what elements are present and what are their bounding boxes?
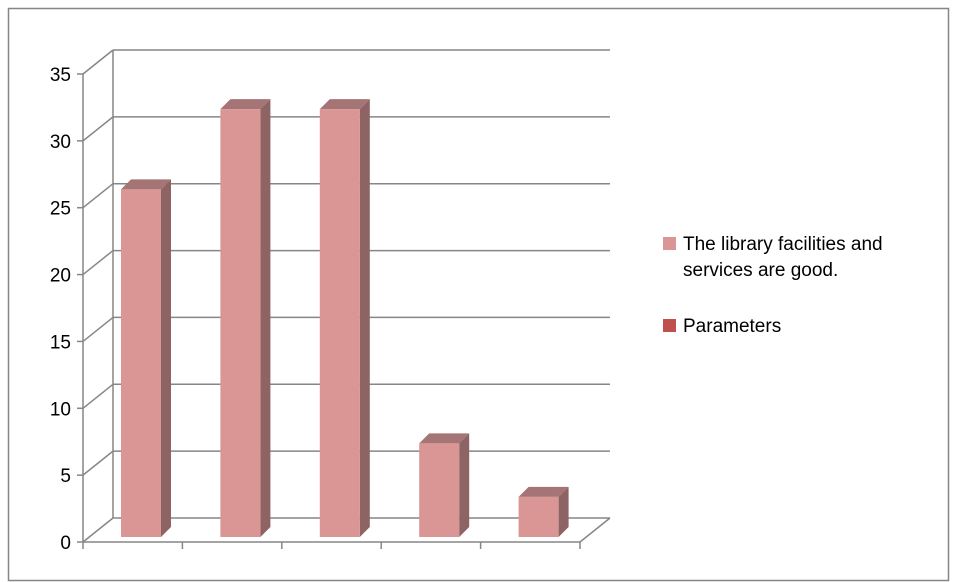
legend: The library facilities and services are g… bbox=[663, 234, 883, 337]
gridline-depth bbox=[82, 116, 114, 142]
bar-front-face bbox=[419, 443, 460, 537]
gridline-depth bbox=[82, 249, 114, 276]
floor-right-edge bbox=[579, 517, 611, 543]
y-tick-label: 5 bbox=[60, 466, 71, 487]
bar-top-face bbox=[319, 99, 370, 110]
bar-side-face bbox=[459, 433, 470, 537]
gridline-depth bbox=[82, 49, 114, 75]
bar bbox=[319, 99, 370, 537]
bar bbox=[121, 179, 171, 538]
legend-swatch bbox=[663, 319, 676, 332]
bar-front-face bbox=[319, 109, 360, 537]
legend-label: The library facilities and services are g… bbox=[683, 234, 883, 281]
gridline-depth bbox=[82, 183, 114, 209]
bar-top-face bbox=[518, 486, 569, 497]
gridline-depth bbox=[82, 450, 114, 476]
y-tick-label: 20 bbox=[50, 266, 71, 287]
y-tick-label: 15 bbox=[50, 332, 71, 353]
legend-swatch bbox=[663, 237, 676, 250]
y-tick-label: 30 bbox=[50, 132, 71, 153]
bar-front-face bbox=[220, 109, 261, 537]
bar-top-face bbox=[220, 99, 271, 110]
floor-left-edge bbox=[82, 517, 114, 543]
legend-label: Parameters bbox=[683, 316, 781, 337]
bar bbox=[419, 433, 470, 537]
bar-side-face bbox=[260, 99, 271, 537]
y-tick-label: 25 bbox=[50, 199, 71, 220]
gridline-depth bbox=[82, 316, 114, 343]
bar-side-face bbox=[161, 179, 171, 538]
bar bbox=[220, 99, 271, 537]
bar-side-face bbox=[558, 486, 569, 537]
gridline-depth bbox=[82, 383, 114, 409]
y-tick-label: 0 bbox=[60, 533, 71, 554]
bar-top-face bbox=[121, 179, 171, 190]
bar-side-face bbox=[359, 99, 370, 537]
y-axis-tick-labels: 0 5 10 15 20 25 30 35 bbox=[50, 65, 71, 554]
y-tick-label: 35 bbox=[50, 65, 71, 86]
bar-top-face bbox=[419, 433, 470, 444]
bars bbox=[121, 99, 569, 538]
bar bbox=[518, 486, 569, 537]
bar-front-face bbox=[121, 189, 161, 538]
bar-front-face bbox=[518, 496, 559, 537]
y-tick-label: 10 bbox=[50, 399, 71, 420]
